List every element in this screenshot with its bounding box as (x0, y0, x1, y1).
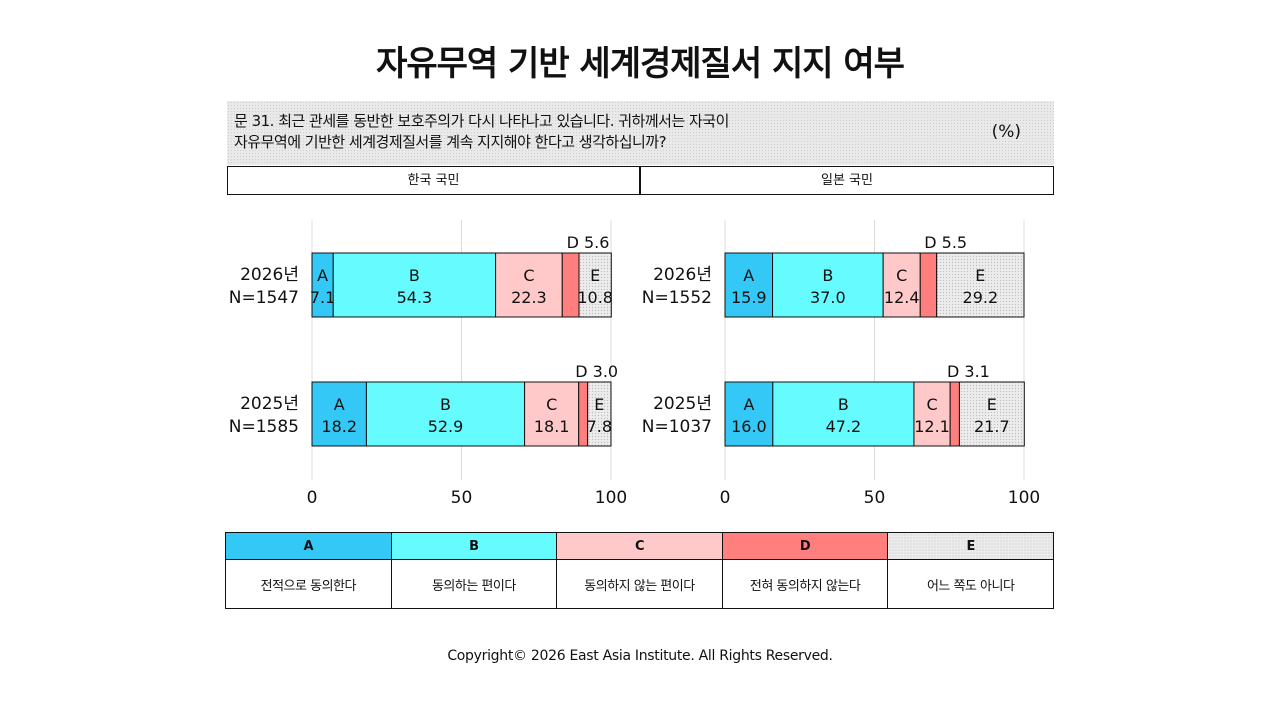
x-tick-label-japan: 0 (720, 488, 731, 508)
segment-key-c: C (546, 395, 557, 414)
unit-label: (%) (991, 122, 1021, 142)
segment-key-a: A (743, 395, 754, 414)
segment-key-e: E (590, 266, 600, 285)
bar-segment-d (561, 252, 580, 318)
row-year-label: 2025년 (240, 394, 299, 414)
bar-segment-c (524, 381, 580, 447)
data-label-a: 15.9 (731, 288, 767, 307)
panel-header-korea: 한국 국민 (227, 166, 640, 195)
data-label-b: 47.2 (826, 417, 862, 436)
row-year-label: 2026년 (240, 265, 299, 285)
x-tick-label-japan: 100 (1008, 488, 1040, 508)
data-label-b: 54.3 (397, 288, 433, 307)
panel-header-japan: 일본 국민 (640, 166, 1054, 195)
bar-segment-a (311, 252, 334, 318)
segment-key-a: A (743, 266, 754, 285)
segment-key-e: E (594, 395, 604, 414)
data-label-d: D 5.5 (924, 233, 967, 252)
segment-key-c: C (896, 266, 907, 285)
bar-segment-c (913, 381, 951, 447)
x-tick-label-japan: 50 (864, 488, 886, 508)
bar-segment-e (958, 381, 1025, 447)
legend-key-c: C (556, 532, 723, 560)
bar-segment-b (772, 381, 915, 447)
segment-key-c: C (523, 266, 534, 285)
segment-key-e: E (975, 266, 985, 285)
data-label-d: D 5.6 (567, 233, 610, 252)
row-n-label: N=1547 (229, 288, 299, 308)
legend-key-b: B (390, 532, 558, 560)
data-label-e: 7.8 (587, 417, 612, 436)
bar-segment-c (882, 252, 921, 318)
segment-key-b: B (838, 395, 849, 414)
bar-segment-b (772, 252, 884, 318)
legend-label-c: 동의하지 않는 편이다 (556, 559, 723, 609)
legend-label-b: 동의하는 편이다 (390, 559, 558, 609)
row-n-label: N=1037 (642, 417, 712, 437)
question-line-2: 자유무역에 기반한 세계경제질서를 계속 지지해야 한다고 생각하십니까? (234, 133, 667, 151)
data-label-b: 52.9 (428, 417, 464, 436)
bar-segment-a (724, 252, 774, 318)
bar-segment-d (578, 381, 589, 447)
page-title: 자유무역 기반 세계경제질서 지지 여부 (376, 44, 905, 84)
legend-label-d: 전혀 동의하지 않는다 (721, 559, 889, 609)
segment-key-a: A (334, 395, 345, 414)
data-label-b: 37.0 (810, 288, 846, 307)
row-year-label: 2025년 (653, 394, 712, 414)
segment-key-c: C (926, 395, 937, 414)
data-label-c: 18.1 (534, 417, 570, 436)
question-text: 문 31. 최근 관세를 동반한 보호주의가 다시 나타나고 있습니다. 귀하께… (234, 111, 954, 153)
legend-key-a: A (225, 532, 392, 560)
segment-key-a: A (317, 266, 328, 285)
bar-segment-a (311, 381, 367, 447)
bar-segment-b (365, 381, 526, 447)
data-label-a: 16.0 (731, 417, 767, 436)
data-label-c: 12.1 (914, 417, 950, 436)
bar-segment-a (724, 381, 774, 447)
x-tick-label-korea: 100 (595, 488, 627, 508)
x-tick-label-korea: 0 (307, 488, 318, 508)
bar-segment-b (332, 252, 497, 318)
bar-segment-e (578, 252, 612, 318)
copyright-footer: Copyright© 2026 East Asia Institute. All… (447, 648, 833, 664)
bar-segment-d (919, 252, 938, 318)
bar-segment-d (949, 381, 960, 447)
data-label-e: 10.8 (577, 288, 613, 307)
question-line-1: 문 31. 최근 관세를 동반한 보호주의가 다시 나타나고 있습니다. 귀하께… (234, 112, 729, 130)
legend-table: A B C D E 전적으로 동의한다 동의하는 편이다 동의하지 않는 편이다… (225, 532, 1054, 609)
legend-label-e: 어느 쪽도 아니다 (887, 559, 1054, 609)
row-n-label: N=1585 (229, 417, 299, 437)
data-label-e: 21.7 (974, 417, 1010, 436)
data-label-d: D 3.0 (575, 362, 618, 381)
bar-segment-e (936, 252, 1025, 318)
question-box: 문 31. 최근 관세를 동반한 보호주의가 다시 나타나고 있습니다. 귀하께… (227, 101, 1054, 165)
row-year-label: 2026년 (653, 265, 712, 285)
legend-label-a: 전적으로 동의한다 (225, 559, 392, 609)
data-label-e: 29.2 (963, 288, 999, 307)
segment-key-b: B (440, 395, 451, 414)
segment-key-e: E (987, 395, 997, 414)
data-label-a: 18.2 (321, 417, 357, 436)
bar-segment-e (587, 381, 612, 447)
data-label-d: D 3.1 (947, 362, 990, 381)
segment-key-b: B (409, 266, 420, 285)
bar-segment-c (495, 252, 563, 318)
row-n-label: N=1552 (642, 288, 712, 308)
legend-key-d: D (721, 532, 889, 560)
legend-key-e: E (887, 532, 1054, 560)
segment-key-b: B (822, 266, 833, 285)
data-label-c: 22.3 (511, 288, 547, 307)
data-label-a: 7.1 (310, 288, 335, 307)
x-tick-label-korea: 50 (451, 488, 473, 508)
data-label-c: 12.4 (884, 288, 920, 307)
